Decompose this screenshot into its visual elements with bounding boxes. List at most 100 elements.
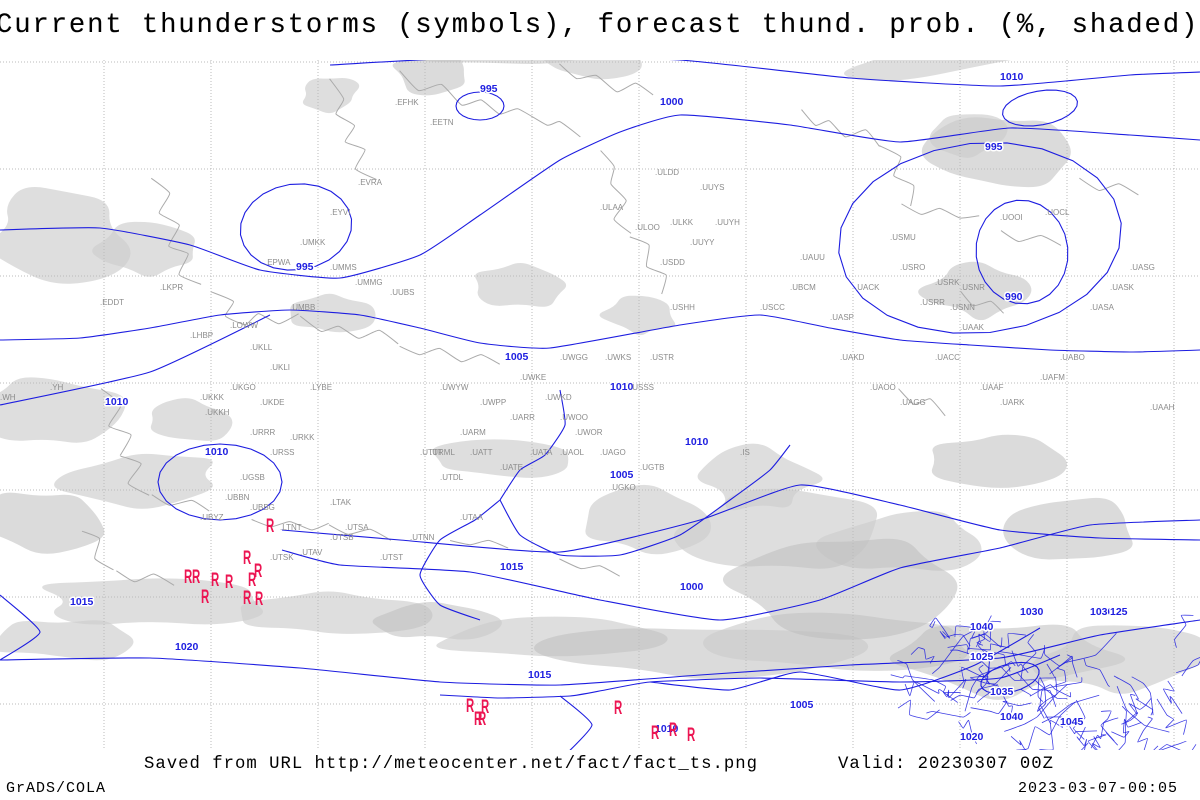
svg-text:.UGKO: .UGKO <box>610 483 636 492</box>
svg-text:.UMBB: .UMBB <box>290 303 315 312</box>
svg-text:.UOCL: .UOCL <box>1045 208 1070 217</box>
svg-text:.UGSB: .UGSB <box>240 473 265 482</box>
svg-text:1010: 1010 <box>685 436 709 448</box>
svg-text:.USHH: .USHH <box>670 303 695 312</box>
svg-text:.UASP: .UASP <box>830 313 854 322</box>
svg-text:.UMMG: .UMMG <box>355 278 383 287</box>
svg-text:.UAGG: .UAGG <box>900 398 926 407</box>
svg-text:.UKKK: .UKKK <box>200 393 225 402</box>
svg-text:.UAAK: .UAAK <box>960 323 985 332</box>
svg-text:1010: 1010 <box>105 396 129 408</box>
svg-text:.UAOO: .UAOO <box>870 383 896 392</box>
svg-text:.UBBG: .UBBG <box>250 503 275 512</box>
svg-text:.EFHK: .EFHK <box>395 98 419 107</box>
svg-text:.LHBP: .LHBP <box>190 331 213 340</box>
svg-text:.UKDE: .UKDE <box>260 398 284 407</box>
svg-text:.USSS: .USSS <box>630 383 654 392</box>
svg-text:.URML: .URML <box>430 448 455 457</box>
svg-text:.ULDD: .ULDD <box>655 168 679 177</box>
svg-text:.UTSB: .UTSB <box>330 533 354 542</box>
svg-text:.UOOI: .UOOI <box>1000 213 1023 222</box>
svg-text:.LYBE: .LYBE <box>310 383 332 392</box>
svg-text:.EDDT: .EDDT <box>100 298 124 307</box>
svg-text:.UKKH: .UKKH <box>205 408 230 417</box>
svg-text:.LOWW: .LOWW <box>230 321 258 330</box>
svg-text:.USRO: .USRO <box>900 263 925 272</box>
svg-text:1000: 1000 <box>660 96 684 108</box>
svg-text:.EPWA: .EPWA <box>265 258 291 267</box>
svg-text:1045: 1045 <box>1060 716 1084 728</box>
svg-text:.UABO: .UABO <box>1060 353 1085 362</box>
svg-text:.USNN: .USNN <box>950 303 975 312</box>
svg-text:.UKLL: .UKLL <box>250 343 273 352</box>
svg-text:.UTSK: .UTSK <box>270 553 294 562</box>
svg-text:1040: 1040 <box>1000 711 1024 723</box>
svg-text:.UUBS: .UUBS <box>390 288 414 297</box>
svg-text:.USMU: .USMU <box>890 233 916 242</box>
svg-text:.UAAH: .UAAH <box>1150 403 1175 412</box>
svg-text:.UWOO: .UWOO <box>560 413 588 422</box>
svg-text:.UARM: .UARM <box>460 428 486 437</box>
svg-text:.ULAA: .ULAA <box>600 203 624 212</box>
svg-text:.UAGO: .UAGO <box>600 448 626 457</box>
svg-text:.UKGO: .UKGO <box>230 383 256 392</box>
svg-text:.UMKK: .UMKK <box>300 238 326 247</box>
svg-text:.UACK: .UACK <box>855 283 880 292</box>
svg-text:.UARK: .UARK <box>1000 398 1025 407</box>
svg-text:1005: 1005 <box>790 699 814 711</box>
svg-text:1040: 1040 <box>970 621 994 633</box>
svg-text:.USDD: .USDD <box>660 258 685 267</box>
svg-text:.UASK: .UASK <box>1110 283 1135 292</box>
svg-text:.WH: .WH <box>0 393 16 402</box>
svg-text:.UWKS: .UWKS <box>605 353 631 362</box>
svg-text:1010: 1010 <box>1000 71 1024 83</box>
svg-text:.LTNT: .LTNT <box>280 523 302 532</box>
svg-text:.UWPP: .UWPP <box>480 398 506 407</box>
svg-text:.USNR: .USNR <box>960 283 985 292</box>
svg-text:.USCC: .USCC <box>760 303 785 312</box>
svg-text:.UAUU: .UAUU <box>800 253 825 262</box>
svg-text:.UWGG: .UWGG <box>560 353 588 362</box>
svg-text:.UUYH: .UUYH <box>715 218 740 227</box>
svg-text:.IS: .IS <box>740 448 750 457</box>
svg-text:.EVRA: .EVRA <box>358 178 383 187</box>
svg-text:.UWOR: .UWOR <box>575 428 603 437</box>
svg-text:.UWKD: .UWKD <box>545 393 572 402</box>
svg-text:.UTAV: .UTAV <box>300 548 323 557</box>
svg-text:.URRR: .URRR <box>250 428 276 437</box>
svg-text:.USTR: .USTR <box>650 353 674 362</box>
svg-text:.URKK: .URKK <box>290 433 315 442</box>
svg-text:.EYVI: .EYVI <box>330 208 350 217</box>
svg-text:.UAFM: .UAFM <box>1040 373 1065 382</box>
svg-text:.UUYY: .UUYY <box>690 238 715 247</box>
svg-text:.UBYZ: .UBYZ <box>200 513 224 522</box>
svg-text:1035: 1035 <box>990 686 1014 698</box>
svg-text:.UASG: .UASG <box>1130 263 1155 272</box>
svg-text:995: 995 <box>985 141 1003 153</box>
svg-text:.UUYS: .UUYS <box>700 183 724 192</box>
svg-text:.LKPR: .LKPR <box>160 283 183 292</box>
svg-text:.UMMS: .UMMS <box>330 263 357 272</box>
svg-text:.ULKK: .ULKK <box>670 218 694 227</box>
svg-text:.UARR: .UARR <box>510 413 535 422</box>
svg-text:1005: 1005 <box>610 469 634 481</box>
svg-text:.UTSA: .UTSA <box>345 523 369 532</box>
svg-text:.UTDL: .UTDL <box>440 473 464 482</box>
svg-text:1015: 1015 <box>528 669 552 681</box>
svg-text:.EETN: .EETN <box>430 118 454 127</box>
svg-text:1010: 1010 <box>205 446 229 458</box>
svg-text:.UBBN: .UBBN <box>225 493 250 502</box>
svg-text:.UKLI: .UKLI <box>270 363 290 372</box>
svg-text:.UTNN: .UTNN <box>410 533 435 542</box>
svg-text:.UACC: .UACC <box>935 353 960 362</box>
svg-text:.UGTB: .UGTB <box>640 463 664 472</box>
svg-text:.UWYW: .UWYW <box>440 383 469 392</box>
svg-text:.UATA: .UATA <box>530 448 553 457</box>
svg-text:995: 995 <box>296 261 314 273</box>
svg-text:1020: 1020 <box>175 641 199 653</box>
svg-text:.USRK: .USRK <box>935 278 960 287</box>
svg-text:.USRR: .USRR <box>920 298 945 307</box>
svg-text:.UTST: .UTST <box>380 553 403 562</box>
svg-text:.YH: .YH <box>50 383 64 392</box>
svg-text:1030: 1030 <box>1020 606 1044 618</box>
